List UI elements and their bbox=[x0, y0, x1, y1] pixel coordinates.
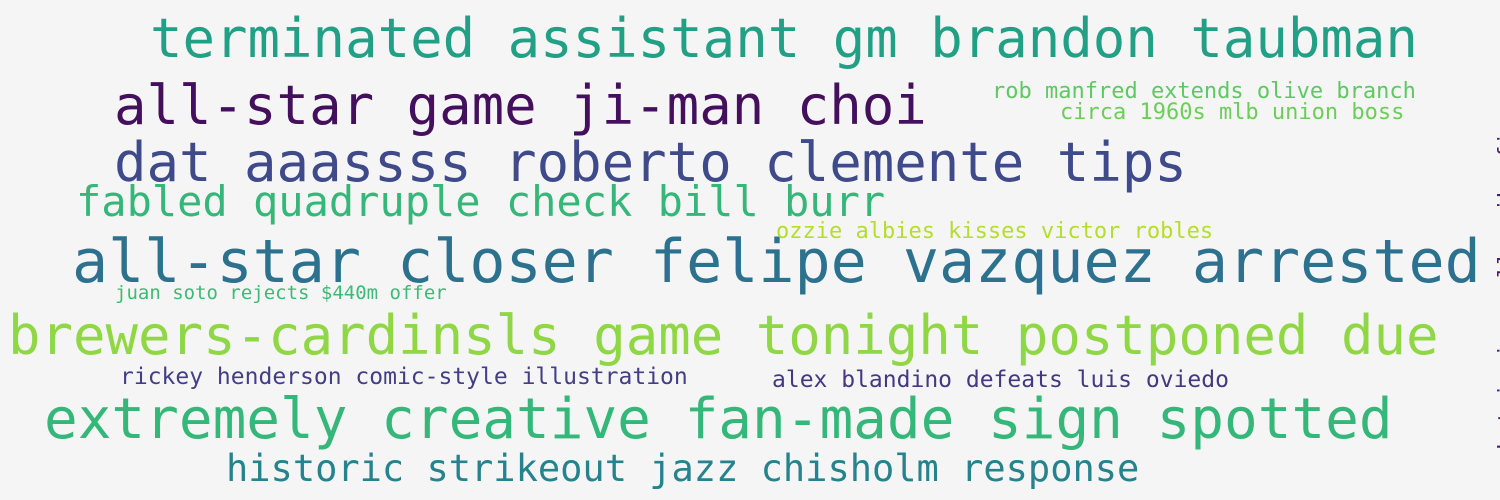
word-fan-made-sign-spotted: extremely creative fan-made sign spotted bbox=[44, 387, 1393, 452]
word-all-star-game-ji-man-choi: all-star game ji-man choi bbox=[114, 74, 927, 137]
word-ozzie-albies-victor-robles: ozzie albies kisses victor robles bbox=[776, 219, 1214, 244]
word-alex-blandino-luis-oviedo: alex blandino defeats luis oviedo bbox=[772, 367, 1229, 393]
word-felipe-vazquez-arrested: all-star closer felipe vazquez arrested bbox=[72, 227, 1481, 297]
word-brewers-cardinals-postponed: brewers-cardinsls game tonight postponed… bbox=[8, 304, 1439, 367]
word-rob-manfred-olive-branch: rob manfred extends olive branch bbox=[992, 79, 1416, 104]
word-quadruple-check-bill-burr: fabled quadruple check bill burr bbox=[76, 177, 886, 226]
word-terminated-assistant-gm: terminated assistant gm brandon taubman bbox=[150, 7, 1418, 70]
word-juan-soto-offer: juan soto rejects $440m offer bbox=[115, 282, 447, 304]
word-mlb-union-boss: circa 1960s mlb union boss bbox=[1060, 100, 1405, 125]
word-roberto-clemente-tips: dat aaassss roberto clemente tips bbox=[114, 131, 1187, 194]
word-jazz-chisholm-response: historic strikeout jazz chisholm respons… bbox=[226, 447, 1140, 490]
word-rickey-henderson-illustration: rickey henderson comic-style illustratio… bbox=[120, 364, 688, 390]
